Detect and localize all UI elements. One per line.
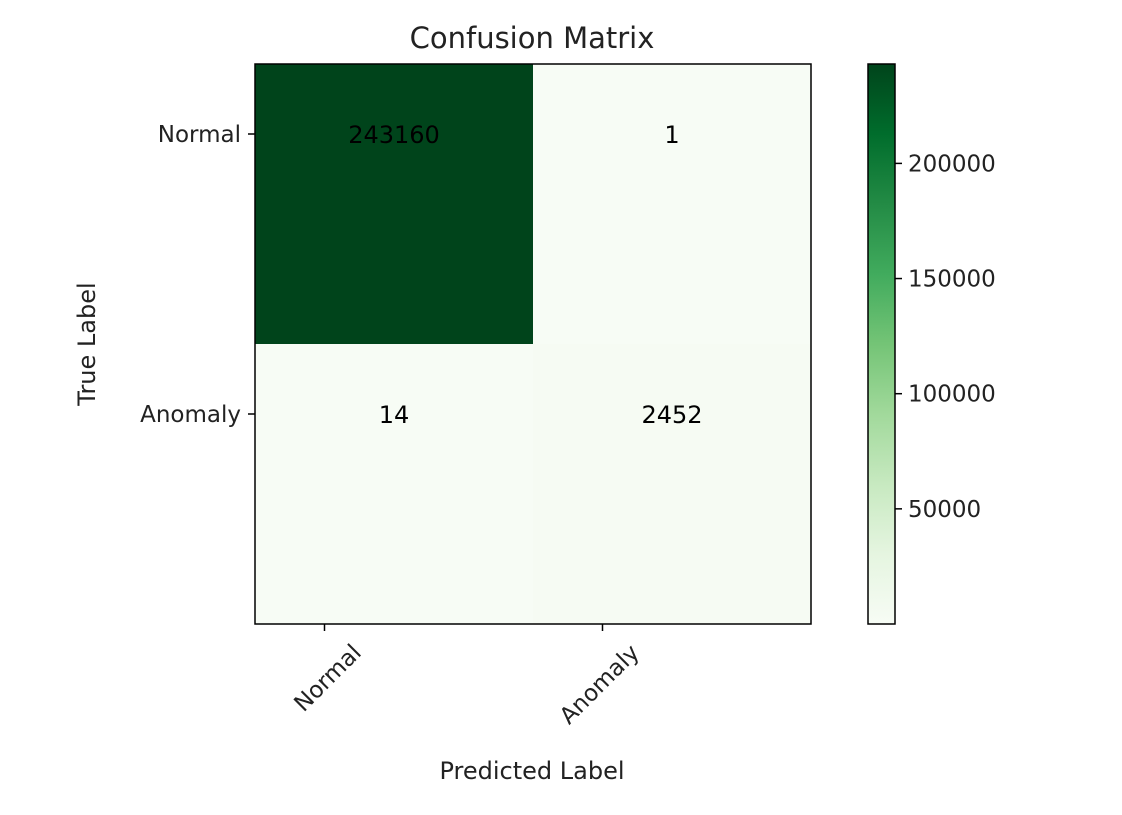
- y-tick-label: Normal: [158, 122, 241, 148]
- colorbar-ticks: 50000 100000 150000 200000: [895, 151, 996, 523]
- cell-value-label: 243160: [348, 121, 440, 149]
- y-tick-label: Anomaly: [140, 402, 241, 428]
- y-axis-title: True Label: [73, 282, 101, 406]
- heatmap-cell-1-0: [255, 344, 533, 624]
- heatmap-cell-0-0: [255, 64, 533, 344]
- colorbar-tick-label: 200000: [908, 151, 996, 177]
- y-axis-ticks: Normal Anomaly: [140, 122, 255, 428]
- colorbar-tick-label: 50000: [908, 497, 981, 523]
- cell-value-label: 1: [664, 121, 679, 149]
- x-tick-label: Anomaly: [555, 640, 645, 730]
- colorbar-tick-label: 150000: [908, 267, 996, 293]
- x-axis-title: Predicted Label: [439, 757, 624, 785]
- chart-title: Confusion Matrix: [410, 21, 655, 55]
- heatmap-cell-1-1: [533, 344, 811, 624]
- x-tick-label: Normal: [290, 640, 367, 717]
- x-axis-ticks: Normal Anomaly: [290, 624, 645, 730]
- heatmap-cells: [255, 64, 811, 624]
- plot-frame: [254, 63, 812, 625]
- cell-value-label: 2452: [641, 401, 702, 429]
- colorbar: [867, 63, 896, 625]
- heatmap-cell-0-1: [533, 64, 811, 344]
- heatmap-cell-labels: 243160 1 14 2452: [348, 121, 702, 429]
- colorbar-tick-label: 100000: [908, 382, 996, 408]
- cell-value-label: 14: [379, 401, 410, 429]
